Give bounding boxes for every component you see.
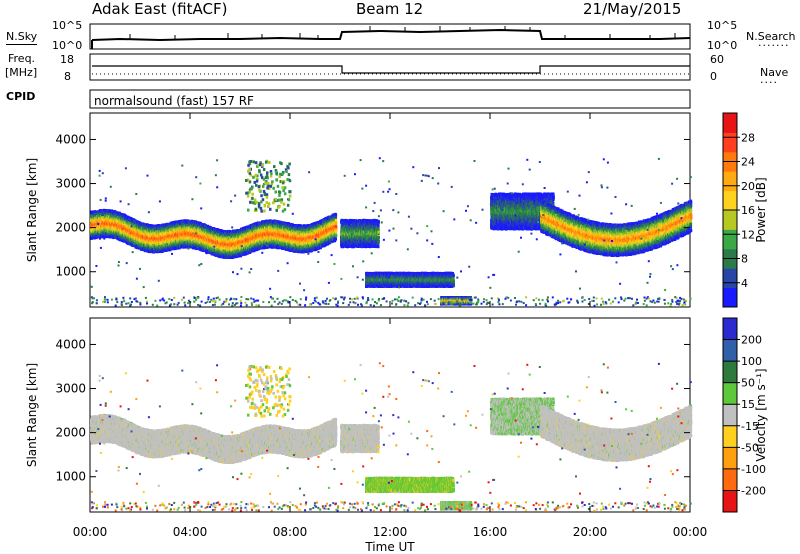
cpid-panel-frame <box>90 90 690 108</box>
freq-panel-frame <box>90 54 690 80</box>
freq-line <box>92 66 690 73</box>
noise-spikes <box>130 26 675 40</box>
noise-sky-line <box>92 30 690 40</box>
noise-panel-frame <box>90 24 690 49</box>
